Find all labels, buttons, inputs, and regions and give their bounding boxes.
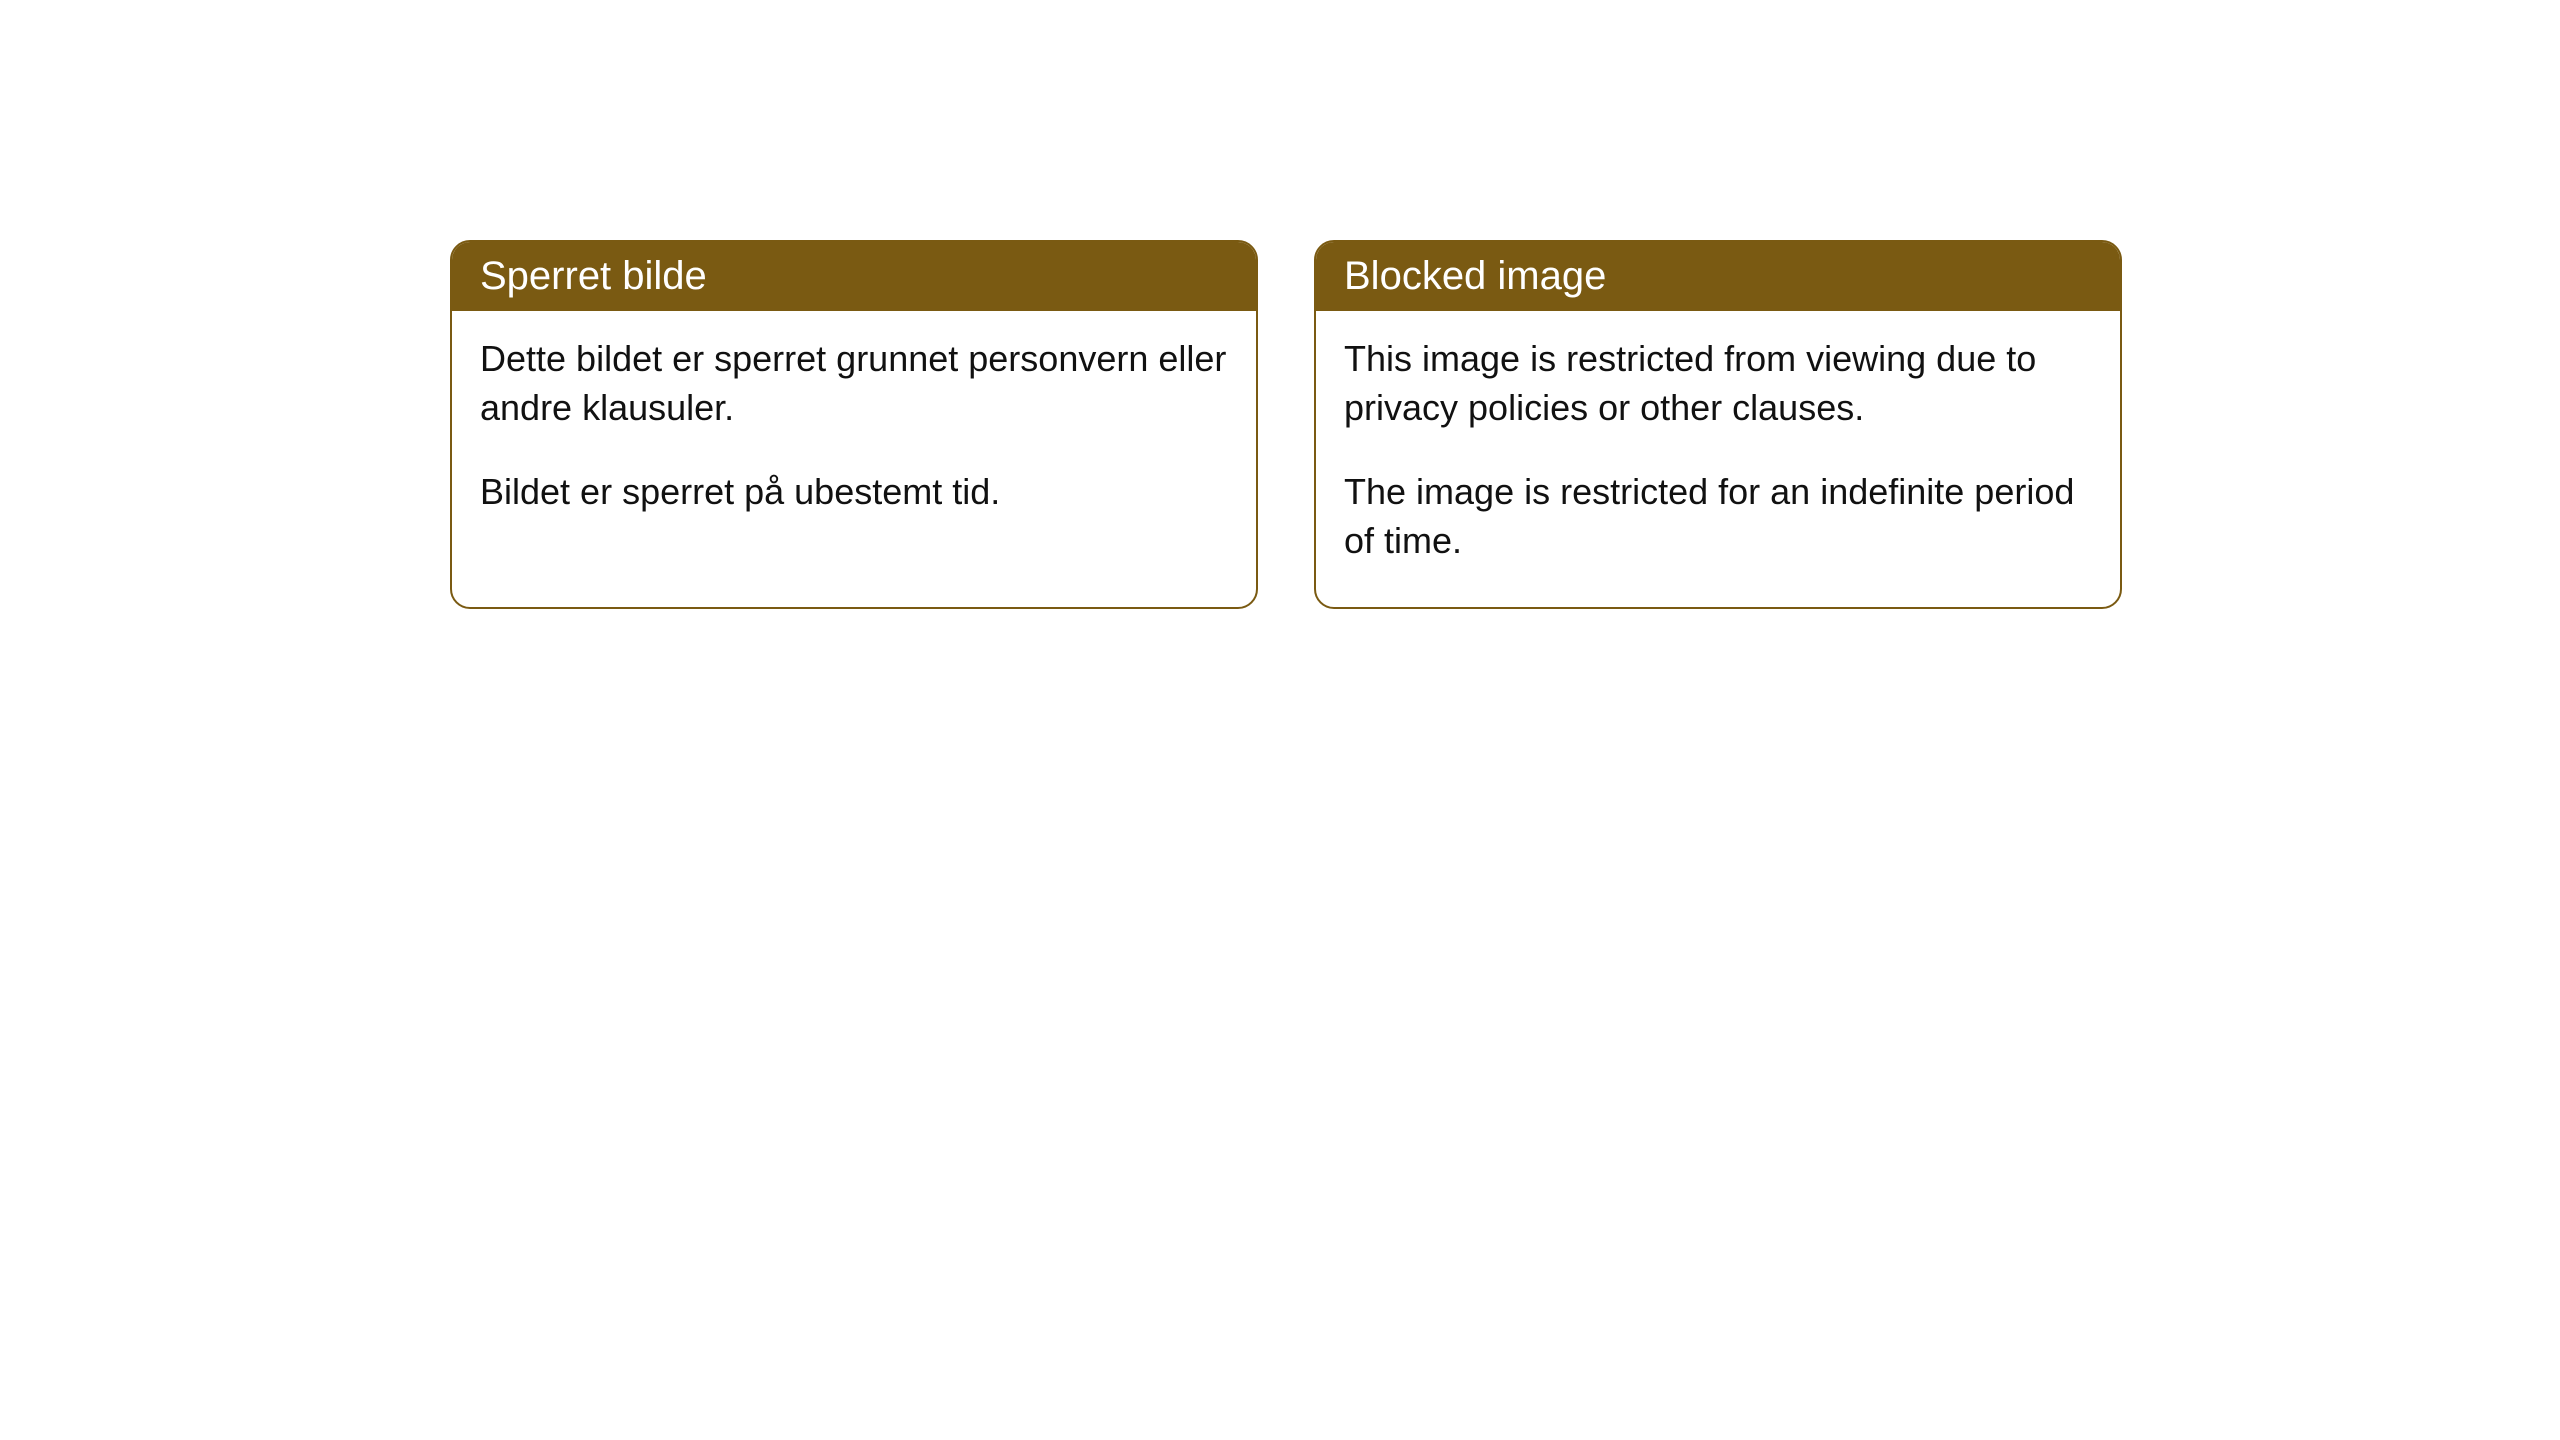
notice-card-english: Blocked image This image is restricted f… <box>1314 240 2122 609</box>
card-paragraph: Dette bildet er sperret grunnet personve… <box>480 335 1228 432</box>
card-body: This image is restricted from viewing du… <box>1316 311 2120 607</box>
card-paragraph: This image is restricted from viewing du… <box>1344 335 2092 432</box>
card-title: Blocked image <box>1316 242 2120 311</box>
card-body: Dette bildet er sperret grunnet personve… <box>452 311 1256 559</box>
card-paragraph: Bildet er sperret på ubestemt tid. <box>480 468 1228 517</box>
card-title: Sperret bilde <box>452 242 1256 311</box>
card-paragraph: The image is restricted for an indefinit… <box>1344 468 2092 565</box>
notice-cards-container: Sperret bilde Dette bildet er sperret gr… <box>450 240 2122 609</box>
notice-card-norwegian: Sperret bilde Dette bildet er sperret gr… <box>450 240 1258 609</box>
